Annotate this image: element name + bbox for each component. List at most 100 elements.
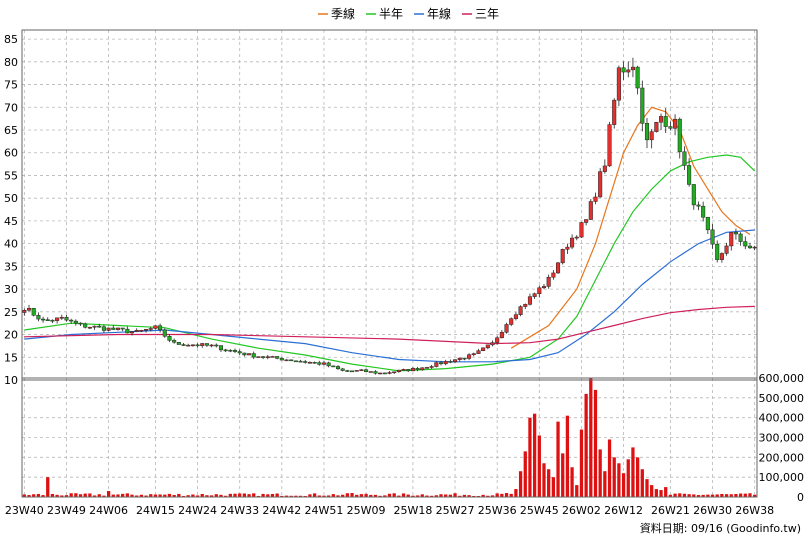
- candle-body: [387, 372, 392, 374]
- candle-body: [331, 365, 336, 368]
- candle-body: [424, 367, 429, 369]
- x-tick-label: 23W49: [47, 504, 86, 517]
- volume-bar: [233, 493, 237, 497]
- price-axis-ticks: 10 15 20 25 30 35 40 45 50 55 60 65 70 75 80 85: [4, 33, 18, 387]
- volume-bar: [36, 493, 41, 497]
- volume-bar: [214, 494, 218, 497]
- candle-body: [649, 131, 654, 141]
- candle-body: [687, 165, 692, 185]
- candle-body: [378, 372, 383, 375]
- volume-bar: [401, 493, 406, 497]
- volume-bar: [551, 477, 555, 497]
- candle-body: [453, 359, 458, 363]
- volume-bar: [284, 495, 289, 497]
- volume-bar: [584, 393, 588, 497]
- candle-body: [279, 358, 284, 361]
- volume-bar: [88, 493, 92, 497]
- volume-bar: [664, 487, 668, 497]
- volume-bar: [163, 494, 167, 497]
- candle-body: [644, 123, 650, 141]
- volume-bar: [481, 494, 485, 497]
- volume-bar: [514, 489, 518, 497]
- volume-bar: [537, 435, 541, 497]
- candle-body: [307, 362, 312, 364]
- volume-bar: [518, 471, 523, 497]
- volume-bar: [97, 494, 101, 497]
- volume-bar: [504, 493, 509, 497]
- volume-bar: [195, 495, 200, 497]
- price-tick-label: 75: [4, 79, 18, 92]
- volume-bar: [303, 495, 307, 497]
- volume-bar: [205, 495, 209, 497]
- legend-label-1: 半年: [379, 7, 403, 21]
- volume-bar: [678, 493, 682, 497]
- volume-bar: [345, 493, 350, 497]
- candle-body: [443, 361, 448, 365]
- volume-bar: [472, 495, 476, 497]
- volume-bar: [397, 495, 401, 497]
- candle-body: [733, 232, 738, 235]
- candle-body: [640, 87, 645, 124]
- candle-body: [743, 241, 748, 247]
- volume-bar: [177, 493, 181, 497]
- candle-body: [26, 308, 32, 311]
- candle-body: [584, 219, 589, 223]
- volume-bar: [547, 469, 551, 497]
- volume-bar: [434, 495, 438, 497]
- volume-bar: [55, 494, 59, 497]
- price-tick-label: 40: [4, 238, 18, 251]
- volume-tick-label: 100,000: [759, 471, 805, 484]
- candle-body: [752, 246, 757, 249]
- candle-body: [69, 319, 74, 322]
- volume-bar: [467, 495, 471, 497]
- volume-tick-label: 500,000: [759, 392, 805, 405]
- price-tick-label: 25: [4, 306, 18, 319]
- candle-body: [715, 243, 720, 260]
- candle-body: [556, 262, 561, 274]
- volume-bar: [724, 494, 729, 497]
- ma-line-2: [24, 229, 755, 363]
- candle-body: [101, 326, 106, 331]
- volume-bar: [308, 494, 312, 497]
- volume-bar: [631, 447, 635, 497]
- candle-body: [148, 328, 153, 330]
- candle-body: [232, 349, 238, 352]
- x-tick-label: 25W09: [347, 504, 386, 517]
- candle-body: [36, 315, 41, 320]
- volume-bar: [50, 493, 55, 497]
- volume-bar: [200, 494, 204, 497]
- candle-body: [284, 359, 289, 362]
- volume-bar: [331, 494, 335, 497]
- volume-bar: [373, 494, 378, 497]
- candle-body: [111, 327, 116, 330]
- candle-body: [658, 116, 664, 123]
- candle-body: [448, 361, 453, 363]
- chart-legend: 季線 半年 年線 三年: [318, 6, 499, 21]
- volume-bar: [102, 495, 106, 497]
- candle-body: [579, 222, 584, 238]
- candle-body: [200, 343, 205, 346]
- volume-bar: [626, 459, 630, 497]
- volume-axis-ticks: 0 100,000 200,000 300,000 400,000 500,000 600,…: [759, 372, 805, 504]
- candle-body: [251, 353, 256, 358]
- x-tick-label: 26W21: [651, 504, 690, 517]
- candle-body: [593, 196, 598, 202]
- candle-body: [92, 325, 97, 328]
- candle-body: [139, 329, 144, 332]
- candle-body: [41, 318, 46, 321]
- volume-bar: [46, 477, 50, 497]
- volume-bar: [242, 493, 247, 497]
- volume-bar: [720, 494, 724, 497]
- volume-bar: [640, 469, 644, 497]
- volume-bar: [92, 495, 97, 497]
- volume-bar: [415, 495, 420, 497]
- volume-bar: [682, 493, 687, 497]
- candle-body: [719, 253, 724, 260]
- volume-bar: [228, 493, 232, 497]
- volume-bar: [753, 494, 757, 497]
- volume-bar: [715, 494, 719, 497]
- volume-bar: [476, 495, 481, 497]
- volume-bar: [355, 494, 359, 497]
- volume-bar: [247, 494, 251, 497]
- candle-body: [50, 319, 55, 322]
